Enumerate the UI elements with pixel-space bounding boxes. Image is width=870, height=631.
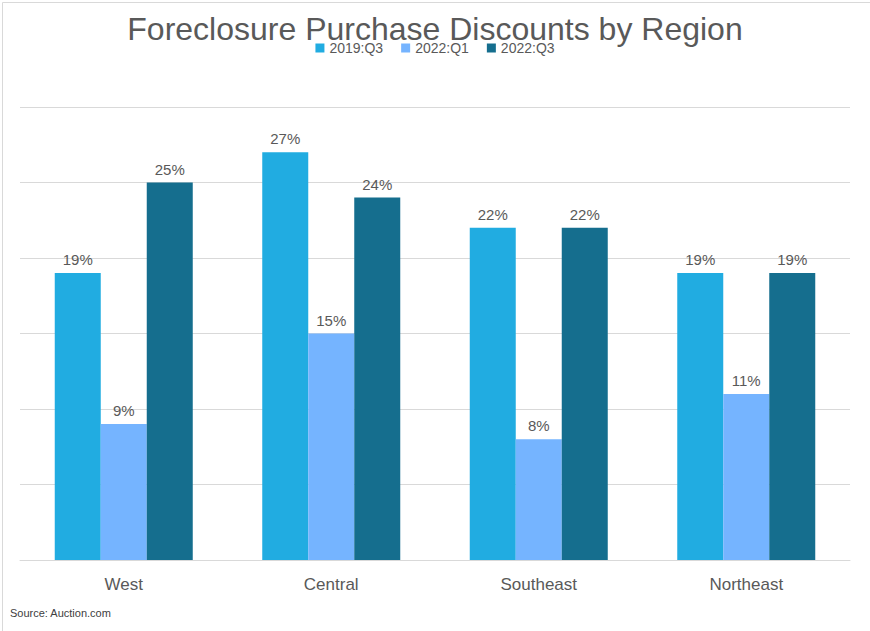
- svg-text:22%: 22%: [478, 206, 508, 223]
- svg-text:27%: 27%: [270, 130, 300, 147]
- svg-text:19%: 19%: [685, 251, 715, 268]
- svg-text:19%: 19%: [777, 251, 807, 268]
- svg-text:24%: 24%: [362, 176, 392, 193]
- svg-text:19%: 19%: [63, 251, 93, 268]
- svg-text:2022:Q1: 2022:Q1: [415, 40, 469, 56]
- svg-text:2019:Q3: 2019:Q3: [329, 40, 384, 56]
- svg-text:15%: 15%: [316, 312, 346, 329]
- svg-text:2022:Q3: 2022:Q3: [500, 40, 555, 56]
- svg-text:25%: 25%: [155, 161, 185, 178]
- svg-text:Source: Auction.com: Source: Auction.com: [10, 607, 111, 619]
- svg-text:Northeast: Northeast: [709, 575, 783, 594]
- svg-text:Southeast: Southeast: [500, 575, 577, 594]
- svg-text:Foreclosure Purchase Discounts: Foreclosure Purchase Discounts by Region: [127, 11, 742, 47]
- svg-text:11%: 11%: [732, 372, 761, 389]
- svg-text:22%: 22%: [570, 206, 600, 223]
- svg-text:8%: 8%: [528, 417, 550, 434]
- svg-text:Central: Central: [304, 575, 359, 594]
- svg-text:West: West: [105, 575, 144, 594]
- svg-text:9%: 9%: [113, 402, 135, 419]
